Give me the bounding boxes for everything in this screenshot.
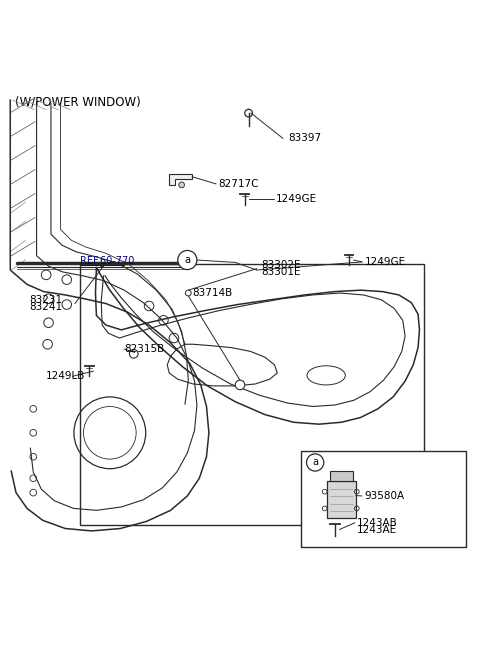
Circle shape: [179, 182, 184, 188]
Text: a: a: [312, 457, 318, 468]
Text: a: a: [184, 255, 191, 265]
Circle shape: [307, 454, 324, 471]
Circle shape: [235, 380, 245, 390]
Text: (W/POWER WINDOW): (W/POWER WINDOW): [15, 96, 141, 108]
Circle shape: [178, 250, 197, 270]
Text: 1249GE: 1249GE: [364, 257, 406, 267]
Text: 83397: 83397: [288, 134, 321, 143]
Bar: [301, 451, 467, 547]
Text: 82315B: 82315B: [124, 344, 165, 354]
Text: 83241: 83241: [29, 303, 62, 312]
Text: 1249GE: 1249GE: [276, 195, 317, 204]
Circle shape: [185, 290, 191, 296]
Text: 83231: 83231: [29, 295, 62, 305]
Text: 83301E: 83301E: [262, 267, 301, 277]
Bar: [327, 481, 356, 518]
Text: 83714B: 83714B: [192, 288, 232, 298]
Text: 1243AE: 1243AE: [357, 525, 397, 535]
Text: 93580A: 93580A: [364, 491, 405, 501]
Bar: [330, 471, 353, 481]
Text: 1243AB: 1243AB: [357, 517, 398, 528]
Bar: [80, 264, 424, 525]
Text: 82717C: 82717C: [218, 179, 259, 189]
Text: REF.60-770: REF.60-770: [80, 257, 134, 267]
Text: 1249LB: 1249LB: [46, 371, 85, 381]
Text: 83302E: 83302E: [262, 260, 301, 271]
Polygon shape: [169, 174, 192, 185]
